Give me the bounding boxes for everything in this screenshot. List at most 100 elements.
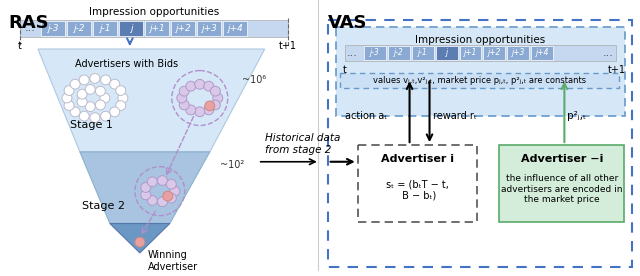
Text: t: t (18, 41, 22, 51)
FancyBboxPatch shape (328, 20, 632, 267)
Circle shape (147, 177, 157, 187)
Circle shape (141, 190, 151, 200)
FancyBboxPatch shape (223, 21, 247, 36)
Text: RAS: RAS (8, 14, 49, 32)
Text: j-2: j-2 (73, 24, 84, 33)
Polygon shape (110, 224, 170, 253)
Text: Advertiser i: Advertiser i (381, 154, 454, 164)
Circle shape (211, 86, 220, 96)
FancyBboxPatch shape (531, 46, 554, 60)
Text: values vⱼ,ₜ,v²ⱼ,ₜ, market price pⱼ,ₜ, p²ⱼ,ₜ are constants: values vⱼ,ₜ,v²ⱼ,ₜ, market price pⱼ,ₜ, p²… (373, 76, 586, 85)
Text: j+4: j+4 (227, 24, 243, 33)
FancyBboxPatch shape (119, 21, 143, 36)
Text: action aₜ: action aₜ (346, 111, 388, 121)
Text: j-3: j-3 (47, 24, 59, 33)
Circle shape (70, 79, 80, 89)
FancyBboxPatch shape (412, 46, 433, 60)
FancyBboxPatch shape (335, 27, 625, 116)
Circle shape (90, 113, 100, 123)
Text: Advertisers with Bids: Advertisers with Bids (75, 59, 178, 69)
Circle shape (90, 73, 100, 83)
Circle shape (64, 86, 74, 95)
Text: t: t (342, 65, 347, 75)
Circle shape (166, 179, 176, 189)
Text: j-2: j-2 (394, 48, 403, 57)
Circle shape (157, 197, 168, 207)
Circle shape (100, 111, 111, 121)
Text: Stage 2: Stage 2 (82, 201, 125, 211)
Text: Winning
Advertiser: Winning Advertiser (148, 250, 198, 272)
Text: j+2: j+2 (488, 48, 501, 57)
FancyBboxPatch shape (67, 21, 91, 36)
Circle shape (179, 86, 189, 96)
Text: j-3: j-3 (370, 48, 380, 57)
Circle shape (109, 79, 120, 89)
FancyBboxPatch shape (436, 46, 458, 60)
Circle shape (77, 97, 87, 107)
Circle shape (77, 89, 87, 99)
FancyBboxPatch shape (344, 45, 616, 61)
Circle shape (147, 196, 157, 205)
Circle shape (211, 100, 220, 110)
Text: t+1: t+1 (278, 41, 297, 51)
Text: j+3: j+3 (512, 48, 525, 57)
Text: ~10²: ~10² (220, 160, 244, 170)
FancyBboxPatch shape (93, 21, 117, 36)
Text: j: j (445, 48, 447, 57)
Text: j+1: j+1 (149, 24, 164, 33)
Circle shape (100, 75, 111, 85)
Circle shape (195, 107, 205, 117)
Text: ...: ... (347, 48, 358, 58)
Text: p²ⱼ,ₜ: p²ⱼ,ₜ (568, 111, 586, 121)
Text: j+1: j+1 (464, 48, 477, 57)
Circle shape (70, 107, 80, 117)
Text: ~10⁶: ~10⁶ (242, 75, 266, 85)
Circle shape (64, 101, 74, 110)
Circle shape (177, 93, 187, 103)
Circle shape (204, 81, 214, 91)
Circle shape (116, 101, 125, 110)
Text: sₜ = (bₜT − t,
 B − bₜ): sₜ = (bₜT − t, B − bₜ) (386, 179, 449, 201)
FancyBboxPatch shape (388, 46, 410, 60)
FancyBboxPatch shape (171, 21, 195, 36)
Polygon shape (80, 152, 210, 224)
Circle shape (195, 79, 205, 89)
Text: j+2: j+2 (175, 24, 191, 33)
Circle shape (204, 105, 214, 115)
Circle shape (85, 84, 95, 94)
Polygon shape (38, 49, 265, 152)
Circle shape (95, 100, 106, 110)
Circle shape (157, 176, 168, 185)
Circle shape (79, 111, 89, 121)
FancyBboxPatch shape (20, 20, 288, 37)
Circle shape (79, 75, 89, 85)
Text: j+4: j+4 (536, 48, 549, 57)
Circle shape (186, 105, 196, 115)
Text: ...: ... (24, 23, 35, 33)
Circle shape (62, 93, 72, 103)
Circle shape (205, 101, 215, 111)
FancyBboxPatch shape (41, 21, 65, 36)
FancyBboxPatch shape (460, 46, 481, 60)
Circle shape (95, 86, 106, 96)
Text: ...: ... (603, 48, 614, 58)
Text: reward rₜ: reward rₜ (433, 111, 476, 121)
Circle shape (163, 191, 173, 201)
Circle shape (100, 93, 110, 103)
Text: Historical data
from stage 2: Historical data from stage 2 (265, 133, 340, 155)
Circle shape (212, 93, 223, 103)
FancyBboxPatch shape (364, 46, 385, 60)
Text: j-1: j-1 (418, 48, 428, 57)
FancyBboxPatch shape (196, 21, 221, 36)
Circle shape (85, 102, 95, 112)
Circle shape (170, 186, 180, 196)
Circle shape (166, 193, 176, 203)
Text: Advertiser −i: Advertiser −i (521, 154, 603, 164)
Text: Impression opportunities: Impression opportunities (89, 7, 219, 17)
FancyBboxPatch shape (508, 46, 529, 60)
Text: Stage 1: Stage 1 (70, 121, 113, 131)
FancyBboxPatch shape (358, 145, 477, 222)
Circle shape (109, 107, 120, 117)
Text: j: j (130, 24, 132, 33)
Text: VAS: VAS (328, 14, 367, 32)
